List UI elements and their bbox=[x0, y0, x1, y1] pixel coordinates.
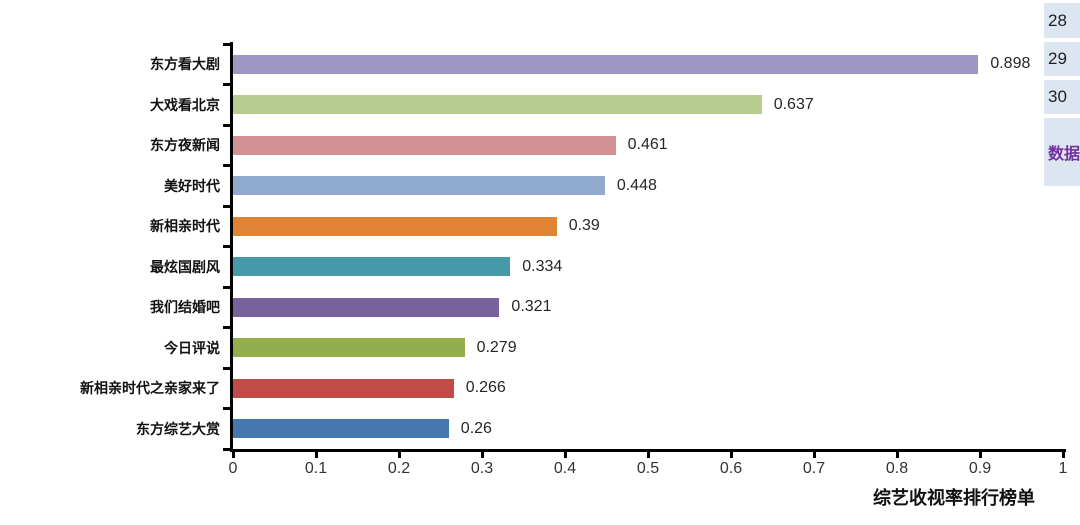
x-tick-label: 0.5 bbox=[636, 460, 660, 477]
data-cell[interactable]: 数据 bbox=[1044, 118, 1080, 186]
bar-value-label: 0.461 bbox=[627, 136, 668, 154]
bar[interactable] bbox=[233, 95, 762, 115]
bar-value-label: 0.334 bbox=[522, 257, 563, 275]
category-label: 东方看大剧 bbox=[150, 57, 220, 74]
x-tick bbox=[978, 452, 982, 458]
y-axis-tick bbox=[223, 123, 231, 127]
x-tick bbox=[397, 452, 401, 458]
x-tick bbox=[1061, 452, 1065, 458]
y-axis-tick bbox=[223, 42, 231, 46]
bar[interactable] bbox=[233, 216, 557, 236]
category-label: 新相亲时代之亲家来了 bbox=[80, 381, 220, 398]
x-tick-label: 0 bbox=[228, 460, 238, 477]
category-label: 我们结婚吧 bbox=[150, 300, 220, 317]
y-axis-tick bbox=[223, 447, 231, 451]
x-tick bbox=[729, 452, 733, 458]
x-tick bbox=[563, 452, 567, 458]
x-tick-label: 1 bbox=[1058, 460, 1068, 477]
bar-value-label: 0.39 bbox=[568, 217, 600, 235]
bar-value-label: 0.266 bbox=[465, 379, 506, 397]
category-label: 东方综艺大赏 bbox=[136, 421, 220, 438]
category-label: 新相亲时代 bbox=[150, 219, 220, 236]
bar[interactable] bbox=[233, 257, 511, 277]
x-axis-title: 综艺收视率排行榜单 bbox=[873, 488, 1035, 509]
x-tick-label: 0.9 bbox=[968, 460, 992, 477]
spreadsheet-row-header-panel: 28 29 30 数据 bbox=[1044, 0, 1080, 200]
bar[interactable] bbox=[233, 338, 465, 358]
x-tick bbox=[646, 452, 650, 458]
y-axis-line bbox=[230, 42, 233, 452]
y-axis-tick bbox=[223, 245, 231, 248]
y-axis-tick bbox=[223, 326, 231, 329]
x-tick-label: 0.2 bbox=[387, 460, 411, 477]
bar[interactable] bbox=[233, 297, 500, 317]
x-tick-label: 0.4 bbox=[553, 460, 577, 477]
x-tick bbox=[314, 452, 318, 458]
row-number-cell[interactable]: 28 bbox=[1044, 3, 1080, 38]
row-number-cell[interactable]: 29 bbox=[1044, 42, 1080, 76]
category-label: 今日评说 bbox=[164, 340, 220, 357]
bar[interactable] bbox=[233, 135, 616, 155]
x-tick-label: 0.3 bbox=[470, 460, 494, 477]
y-axis-tick bbox=[223, 366, 231, 370]
category-label: 美好时代 bbox=[164, 178, 220, 195]
y-axis-tick bbox=[223, 285, 231, 289]
bar[interactable] bbox=[233, 54, 979, 74]
bar-value-label: 0.637 bbox=[773, 95, 814, 113]
bar-value-label: 0.448 bbox=[616, 176, 657, 194]
bar-chart-plot-area: 0.898 东方看大剧 0.637 大戏看北京 0.461 东方夜新闻 0.448 美好时代 0… bbox=[80, 42, 1067, 477]
y-axis-tick bbox=[223, 164, 231, 167]
category-label: 最炫国剧风 bbox=[150, 259, 220, 276]
x-tick-label: 0.8 bbox=[885, 460, 909, 477]
y-axis-tick bbox=[223, 204, 231, 208]
category-label: 大戏看北京 bbox=[150, 97, 220, 114]
x-tick-label: 0.6 bbox=[719, 460, 743, 477]
x-tick-label: 0.7 bbox=[802, 460, 826, 477]
bar[interactable] bbox=[233, 378, 454, 398]
x-axis-line bbox=[230, 449, 1066, 452]
bar-value-label: 0.321 bbox=[511, 298, 552, 316]
x-tick bbox=[895, 452, 899, 458]
x-tick bbox=[812, 452, 816, 458]
x-tick bbox=[231, 452, 235, 458]
y-axis-tick bbox=[223, 83, 231, 86]
bar-value-label: 0.898 bbox=[990, 55, 1031, 73]
category-label: 东方夜新闻 bbox=[150, 138, 220, 155]
y-axis-tick bbox=[223, 407, 231, 410]
x-tick-label: 0.1 bbox=[304, 460, 328, 477]
bar-value-label: 0.279 bbox=[476, 338, 517, 356]
x-tick bbox=[480, 452, 484, 458]
bar[interactable] bbox=[233, 419, 449, 439]
row-number-cell[interactable]: 30 bbox=[1044, 80, 1080, 114]
bar[interactable] bbox=[233, 176, 605, 196]
bar-value-label: 0.26 bbox=[460, 419, 492, 437]
